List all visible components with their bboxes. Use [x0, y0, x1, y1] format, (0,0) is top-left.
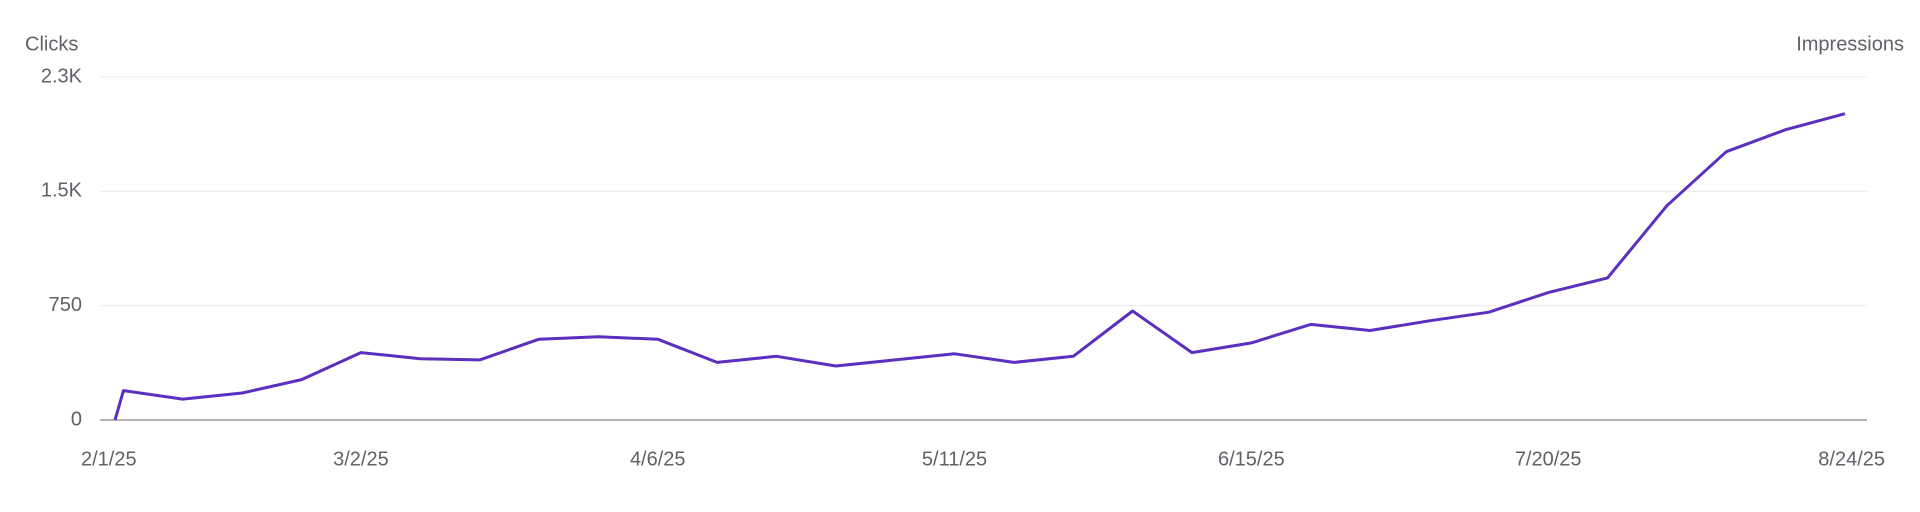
x-tick-label: 7/20/25 [1515, 448, 1582, 470]
y-tick-label: 750 [49, 294, 82, 316]
x-tick-label: 8/24/25 [1818, 448, 1885, 470]
x-tick-label: 5/11/25 [922, 448, 987, 470]
y-tick-label: 1.5K [41, 180, 83, 202]
x-tick-label: 2/1/25 [81, 448, 137, 470]
y-tick-label: 2.3K [41, 65, 83, 87]
y-tick-label: 0 [71, 408, 82, 430]
line-series [113, 112, 1846, 421]
x-tick-label: 3/2/25 [333, 448, 389, 470]
y2-axis-title: Impressions [1796, 33, 1904, 55]
y-axis-title: Clicks [25, 33, 78, 55]
x-tick-label: 6/15/25 [1218, 448, 1285, 470]
x-tick-label: 4/6/25 [630, 448, 686, 470]
